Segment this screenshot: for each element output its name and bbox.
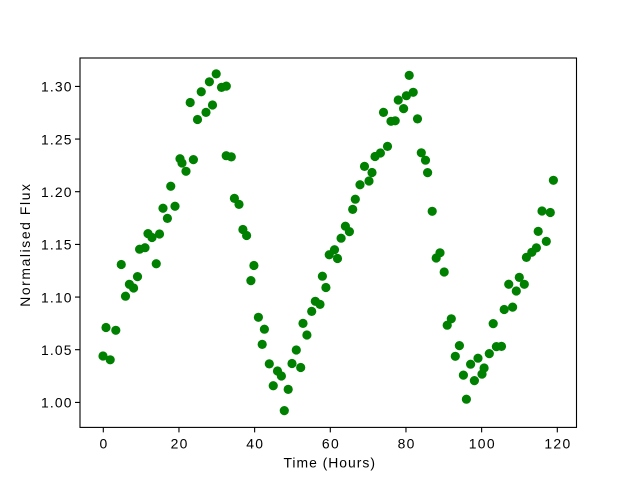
- svg-text:1.00: 1.00: [41, 395, 73, 411]
- svg-text:1.05: 1.05: [41, 342, 73, 358]
- svg-text:80: 80: [398, 435, 416, 451]
- svg-text:0: 0: [99, 435, 108, 451]
- svg-text:1.25: 1.25: [41, 131, 73, 147]
- svg-text:120: 120: [544, 435, 571, 451]
- svg-text:60: 60: [322, 435, 340, 451]
- svg-text:1.30: 1.30: [41, 79, 73, 95]
- svg-text:20: 20: [171, 435, 189, 451]
- svg-text:1.20: 1.20: [41, 184, 73, 200]
- svg-text:1.15: 1.15: [41, 237, 73, 253]
- svg-text:Normalised Flux: Normalised Flux: [17, 182, 33, 306]
- svg-text:40: 40: [246, 435, 264, 451]
- svg-text:Time (Hours): Time (Hours): [283, 455, 376, 471]
- svg-text:1.10: 1.10: [41, 289, 73, 305]
- svg-text:100: 100: [469, 435, 496, 451]
